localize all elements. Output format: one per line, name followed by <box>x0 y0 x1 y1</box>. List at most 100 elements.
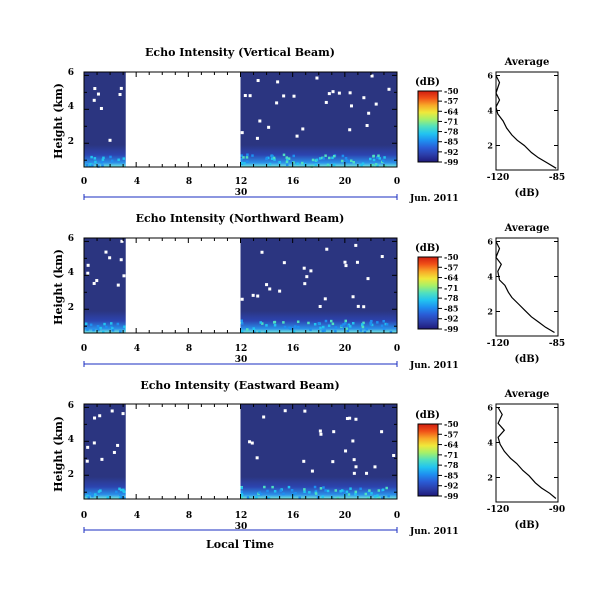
echo-cell <box>117 158 120 162</box>
x-tick-label: 0 <box>81 344 87 354</box>
echo-cell <box>101 164 104 167</box>
echo-cell <box>331 322 335 326</box>
missing-cell <box>255 136 259 140</box>
missing-cell <box>352 471 356 475</box>
colorbar-tick-label: -57 <box>444 262 458 272</box>
colorbar-tick-label: -50 <box>444 252 459 262</box>
colorbar-tick-label: -71 <box>444 116 458 126</box>
echo-cell <box>369 321 372 325</box>
echo-cell <box>89 163 92 166</box>
echo-cell <box>374 163 378 166</box>
colorbar-tick-label: -92 <box>444 314 458 324</box>
missing-cell <box>349 104 353 108</box>
echo-cell <box>255 495 258 499</box>
data-gap <box>125 71 241 168</box>
echo-cell <box>109 322 113 325</box>
missing-cell <box>387 87 391 91</box>
echo-cell <box>334 489 338 492</box>
echo-cell <box>377 489 381 492</box>
missing-cell <box>354 243 358 247</box>
echo-cell <box>91 164 94 168</box>
profile-y-tick-label: 6 <box>487 403 493 413</box>
echo-cell <box>285 163 289 166</box>
missing-cell <box>370 74 374 78</box>
echo-cell <box>341 159 344 163</box>
missing-cell <box>301 127 305 131</box>
date-label: Jun. 2011 <box>409 527 459 537</box>
missing-cell <box>362 305 366 309</box>
missing-cell <box>275 101 279 105</box>
echo-cell <box>292 161 295 164</box>
missing-cell <box>318 304 322 308</box>
echo-cell <box>94 160 97 164</box>
echo-cell <box>240 496 243 500</box>
missing-cell <box>104 250 108 254</box>
echo-cell <box>283 325 287 329</box>
echo-cell <box>287 485 291 489</box>
echo-cell <box>303 163 307 166</box>
echo-cell <box>110 159 114 163</box>
echo-cell <box>319 487 323 490</box>
x-tick-label: 20 <box>339 177 352 187</box>
missing-cell <box>122 274 126 278</box>
missing-cell <box>248 94 252 98</box>
echo-cell <box>273 490 277 493</box>
missing-cell <box>100 457 104 461</box>
echo-cell <box>292 492 296 496</box>
echo-cell <box>246 153 249 156</box>
echo-cell <box>266 489 269 493</box>
echo-cell <box>298 496 301 499</box>
echo-cell <box>307 321 310 325</box>
missing-cell <box>118 92 122 96</box>
echo-cell <box>252 328 256 332</box>
echo-cell <box>362 321 365 325</box>
echo-cell <box>240 330 244 333</box>
echo-cell <box>106 496 109 499</box>
colorbar-tick-label: -57 <box>444 429 458 439</box>
echo-cell <box>345 490 349 494</box>
missing-cell <box>315 76 319 80</box>
missing-cell <box>92 98 96 102</box>
y-tick-label: 2 <box>68 137 74 147</box>
x-tick-label: 16 <box>287 511 300 521</box>
echo-cell <box>240 157 243 161</box>
panel-title: Echo Intensity (Eastward Beam) <box>140 379 339 392</box>
echo-cell <box>268 162 272 166</box>
echo-cell <box>246 328 249 331</box>
missing-cell <box>250 441 254 445</box>
x-tick-label: 4 <box>134 177 140 187</box>
colorbar-gradient <box>417 256 439 330</box>
echo-cell <box>378 157 381 160</box>
x-tick-label: 0 <box>394 177 400 187</box>
missing-cell <box>256 79 260 83</box>
echo-cell <box>324 319 328 323</box>
echo-cell <box>364 492 368 496</box>
date-label: Jun. 2011 <box>409 194 459 204</box>
echo-cell <box>265 156 269 160</box>
profile-x-tick: -85 <box>549 173 565 183</box>
echo-cell <box>381 488 385 492</box>
missing-cell <box>380 255 384 259</box>
echo-cell <box>240 490 243 494</box>
panel-title: Echo Intensity (Vertical Beam) <box>145 46 335 59</box>
missing-cell <box>324 100 328 104</box>
echo-cell <box>115 490 118 494</box>
echo-cell <box>242 156 245 159</box>
echo-cell <box>258 330 261 334</box>
x-tick-label: 20 <box>339 344 352 354</box>
echo-cell <box>287 157 291 160</box>
missing-cell <box>85 459 89 463</box>
echo-cell <box>324 154 327 157</box>
missing-cell <box>362 96 366 100</box>
x-tick-label: 8 <box>186 344 192 354</box>
echo-cell <box>252 327 255 330</box>
echo-cell <box>286 158 289 162</box>
echo-cell <box>349 159 353 162</box>
echo-cell <box>384 165 387 168</box>
echo-cell <box>271 485 274 489</box>
echo-cell <box>86 494 89 498</box>
echo-cell <box>361 325 365 329</box>
average-profile: Average -120 -90 (dB) 2 4 6 <box>487 389 565 531</box>
echo-cell <box>359 329 363 332</box>
echo-cell <box>278 160 281 164</box>
